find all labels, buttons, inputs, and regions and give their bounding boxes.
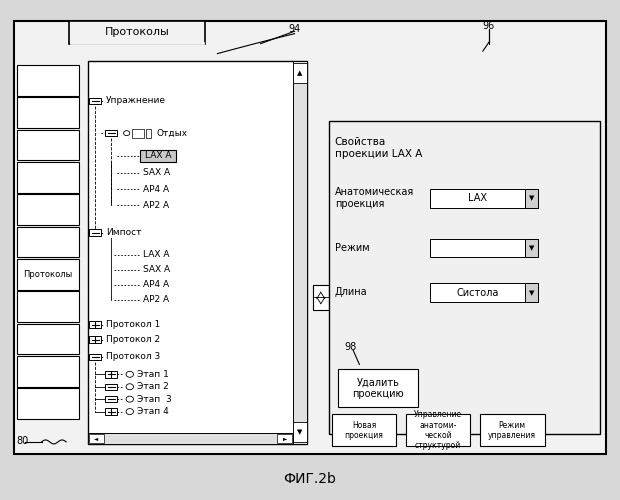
Bar <box>332 414 396 446</box>
Text: Управление
анатоми-
ческой
структурой: Управление анатоми- ческой структурой <box>414 410 462 451</box>
Bar <box>105 371 117 378</box>
Text: AP2 A: AP2 A <box>143 295 169 304</box>
Bar <box>88 433 293 444</box>
Circle shape <box>126 372 133 378</box>
Bar <box>17 259 79 290</box>
Text: Протокол 1: Протокол 1 <box>106 320 161 329</box>
Text: Анатомическая
проекция: Анатомическая проекция <box>335 187 414 208</box>
Text: 94: 94 <box>288 24 301 34</box>
Text: Протоколы: Протоколы <box>105 28 169 38</box>
Bar <box>89 98 102 104</box>
Bar <box>17 65 79 96</box>
Text: AP4 A: AP4 A <box>143 280 169 289</box>
Bar <box>140 150 176 162</box>
Text: ▼: ▼ <box>529 196 534 202</box>
Text: Длина: Длина <box>335 287 367 298</box>
Circle shape <box>123 130 130 136</box>
Bar <box>277 434 292 443</box>
Text: LAX A: LAX A <box>145 151 171 160</box>
Text: Систола: Систола <box>456 288 498 298</box>
Bar <box>17 194 79 225</box>
Bar <box>89 354 102 360</box>
Bar <box>525 238 538 258</box>
Text: ▼: ▼ <box>529 245 534 251</box>
Text: Протоколы: Протоколы <box>23 270 73 279</box>
Bar <box>146 129 151 138</box>
Bar <box>89 336 102 342</box>
Text: Этап 1: Этап 1 <box>137 370 169 379</box>
Text: AP4 A: AP4 A <box>143 185 169 194</box>
Bar <box>405 414 471 446</box>
Text: Отдых: Отдых <box>156 128 187 138</box>
Text: Этап 4: Этап 4 <box>137 407 169 416</box>
Text: 96: 96 <box>483 21 495 31</box>
Circle shape <box>126 384 133 390</box>
Bar <box>17 324 79 354</box>
Text: 80: 80 <box>17 436 29 446</box>
Bar <box>17 162 79 193</box>
Bar <box>525 284 538 302</box>
Bar <box>293 61 307 444</box>
Bar <box>89 434 104 443</box>
Text: Протокол 2: Протокол 2 <box>106 335 161 344</box>
Text: Этап 2: Этап 2 <box>137 382 169 391</box>
Text: LAX: LAX <box>468 194 487 203</box>
Text: ◄: ◄ <box>94 436 99 441</box>
Text: SAX A: SAX A <box>143 168 170 177</box>
Bar <box>430 189 538 208</box>
Bar <box>88 61 307 444</box>
Text: AP2 A: AP2 A <box>143 200 169 209</box>
Bar <box>329 120 600 434</box>
Text: ФИГ.2b: ФИГ.2b <box>283 472 337 486</box>
Bar <box>105 396 117 402</box>
Bar <box>89 322 102 328</box>
Bar <box>105 408 117 415</box>
Bar <box>525 189 538 208</box>
Text: ▲: ▲ <box>298 70 303 76</box>
Bar <box>17 292 79 322</box>
Text: LAX A: LAX A <box>143 250 170 260</box>
Text: SAX A: SAX A <box>143 266 170 274</box>
Bar <box>430 238 538 258</box>
Text: Удалить
проекцию: Удалить проекцию <box>352 377 404 399</box>
Bar <box>430 284 538 302</box>
Text: Режим: Режим <box>335 242 370 252</box>
Bar <box>105 384 117 390</box>
Circle shape <box>126 396 133 402</box>
Bar <box>17 356 79 386</box>
Bar <box>17 388 79 419</box>
Bar <box>17 98 79 128</box>
Text: 98: 98 <box>344 342 356 352</box>
Bar <box>131 129 144 138</box>
Bar <box>105 130 117 136</box>
Text: Упражнение: Упражнение <box>106 96 166 106</box>
Bar <box>17 226 79 258</box>
Text: Импост: Импост <box>106 228 142 237</box>
Text: Свойства
проекции LAX A: Свойства проекции LAX A <box>335 138 422 159</box>
Text: ►: ► <box>283 436 287 441</box>
Bar <box>313 285 329 310</box>
Text: Протокол 3: Протокол 3 <box>106 352 161 362</box>
Bar <box>293 422 307 442</box>
Text: ▼: ▼ <box>298 429 303 435</box>
Bar <box>293 62 307 84</box>
Bar <box>338 370 418 406</box>
Bar <box>480 414 544 446</box>
Text: Этап  3: Этап 3 <box>137 394 172 404</box>
Text: ▼: ▼ <box>529 290 534 296</box>
Bar <box>69 22 205 44</box>
Text: Новая
проекция: Новая проекция <box>345 420 383 440</box>
Text: Режим
управления: Режим управления <box>488 420 536 440</box>
Circle shape <box>126 408 133 414</box>
Bar <box>17 130 79 160</box>
Bar <box>14 22 606 454</box>
Bar <box>89 230 102 236</box>
